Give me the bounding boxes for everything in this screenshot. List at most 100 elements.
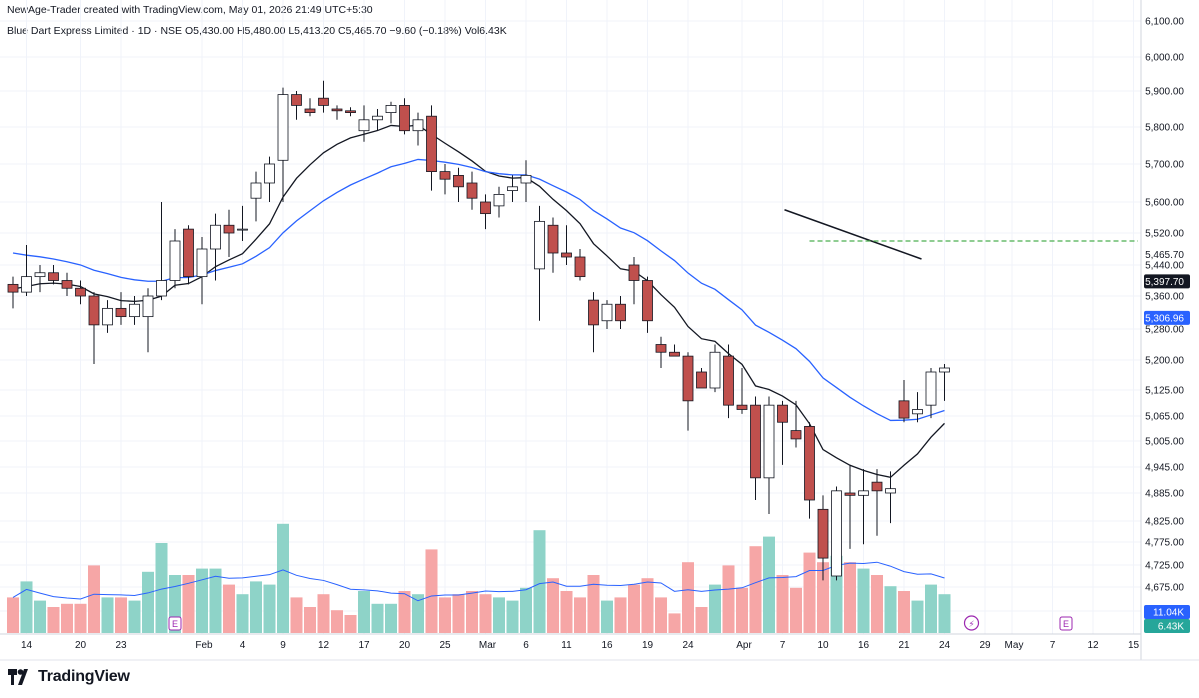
candle bbox=[669, 344, 680, 357]
volume-bar bbox=[452, 594, 465, 633]
candle bbox=[871, 469, 883, 536]
chart-creator-caption: NewAge-Trader created with TradingView.c… bbox=[7, 4, 373, 16]
candle-body bbox=[939, 367, 950, 373]
candle bbox=[655, 336, 667, 368]
candle bbox=[453, 167, 464, 202]
candle-body bbox=[885, 488, 896, 494]
candle-body bbox=[898, 400, 910, 419]
candle bbox=[48, 265, 59, 285]
volume-bar bbox=[263, 584, 276, 633]
volume-bar bbox=[209, 568, 222, 633]
volume-bar bbox=[655, 597, 667, 633]
time-tick-label: Apr bbox=[736, 640, 752, 651]
tradingview-logo[interactable]: TradingView bbox=[8, 666, 130, 688]
volume-bar bbox=[844, 562, 856, 633]
volume-bar bbox=[668, 613, 681, 633]
trend-drawings[interactable] bbox=[784, 209, 1139, 260]
candle bbox=[412, 112, 424, 146]
volume-bar bbox=[34, 600, 46, 633]
candle-body bbox=[372, 115, 383, 121]
time-tick-label: 20 bbox=[75, 640, 87, 651]
candle-body bbox=[709, 351, 721, 389]
candle-body bbox=[493, 193, 505, 207]
candle bbox=[291, 91, 302, 120]
candle-body bbox=[385, 105, 397, 114]
volume-bar bbox=[925, 584, 937, 633]
volume-bar bbox=[47, 607, 60, 633]
volume-bar bbox=[7, 597, 19, 633]
candle bbox=[264, 156, 275, 202]
volume-bar bbox=[749, 546, 762, 633]
volume-bar bbox=[857, 568, 870, 633]
event-markers[interactable]: E E ⚡ bbox=[168, 615, 1073, 631]
candle-body bbox=[466, 182, 478, 199]
volume-bar bbox=[520, 587, 532, 633]
candle-body bbox=[426, 115, 437, 172]
volume-bar bbox=[911, 600, 924, 633]
candle-body bbox=[412, 119, 424, 132]
dividend-marker bbox=[963, 615, 980, 631]
candle-body bbox=[763, 404, 775, 479]
candle bbox=[507, 175, 518, 202]
legend-symbol[interactable]: Blue Dart Express Limited · 1D · NSE bbox=[7, 25, 183, 37]
volume-bar bbox=[61, 603, 73, 633]
candle-body bbox=[520, 174, 532, 184]
price-axis[interactable]: 6,100.00 6,000.00 5,900.00 5,800.00 5,700.00… bbox=[1140, 0, 1190, 660]
volume-bar bbox=[466, 591, 478, 633]
legend-open: O5,430.00 bbox=[184, 25, 235, 37]
candle-body bbox=[804, 426, 815, 501]
candlesticks[interactable] bbox=[7, 80, 950, 581]
candle bbox=[277, 87, 289, 202]
price-tick-label: 5,520.00 bbox=[1145, 229, 1184, 240]
candle-body bbox=[723, 355, 734, 406]
volume-bar bbox=[871, 575, 883, 633]
volume-bar bbox=[533, 530, 546, 633]
candle-body bbox=[831, 490, 842, 577]
candle-body bbox=[696, 371, 707, 389]
candle bbox=[493, 186, 505, 218]
earnings-marker-label: E bbox=[1063, 619, 1069, 629]
candle-body bbox=[156, 280, 167, 297]
time-tick-label: 23 bbox=[115, 640, 127, 651]
price-badge-label: 5,397.70 bbox=[1145, 277, 1184, 288]
candle-body bbox=[817, 508, 829, 559]
candle-body bbox=[75, 287, 86, 297]
volume-bar bbox=[20, 581, 33, 633]
volume-bar bbox=[304, 607, 316, 633]
candle-body bbox=[574, 256, 586, 278]
volume-bar bbox=[601, 600, 613, 633]
volume-bar bbox=[142, 571, 154, 633]
candle-body bbox=[912, 409, 923, 415]
candle-body bbox=[21, 276, 32, 293]
legend-high: H5,480.00 bbox=[236, 25, 286, 37]
candle bbox=[385, 101, 397, 124]
candle-body bbox=[34, 272, 46, 278]
candle-body bbox=[790, 430, 802, 440]
ema-fast-line bbox=[12, 124, 945, 479]
candle-body bbox=[7, 283, 19, 293]
candle bbox=[615, 296, 626, 329]
candle-body bbox=[439, 171, 451, 180]
candle bbox=[696, 368, 707, 389]
volume-bar bbox=[560, 591, 573, 633]
candle-body bbox=[102, 307, 113, 326]
time-tick-label: Feb bbox=[195, 640, 213, 651]
volume-bar bbox=[709, 584, 721, 633]
candle bbox=[210, 213, 221, 281]
volume-bar bbox=[736, 587, 748, 633]
candle bbox=[912, 392, 923, 423]
volume-bar bbox=[506, 600, 519, 633]
candle bbox=[318, 80, 329, 113]
candle-body bbox=[115, 307, 127, 318]
volume-bar bbox=[115, 597, 127, 633]
candle-body bbox=[277, 94, 289, 161]
time-axis[interactable]: 14 20 23 Feb 4 9 12 17 20 25 Mar 6 11 16 19 24 Apr 7 10 16 2… bbox=[0, 633, 1199, 661]
time-tick-label: 24 bbox=[939, 640, 951, 651]
time-tick-label: May bbox=[1005, 640, 1024, 651]
candle bbox=[466, 171, 478, 210]
candle bbox=[682, 352, 694, 431]
candle bbox=[223, 209, 235, 257]
time-tick-label: 12 bbox=[318, 640, 330, 651]
volume-bar bbox=[196, 568, 208, 633]
